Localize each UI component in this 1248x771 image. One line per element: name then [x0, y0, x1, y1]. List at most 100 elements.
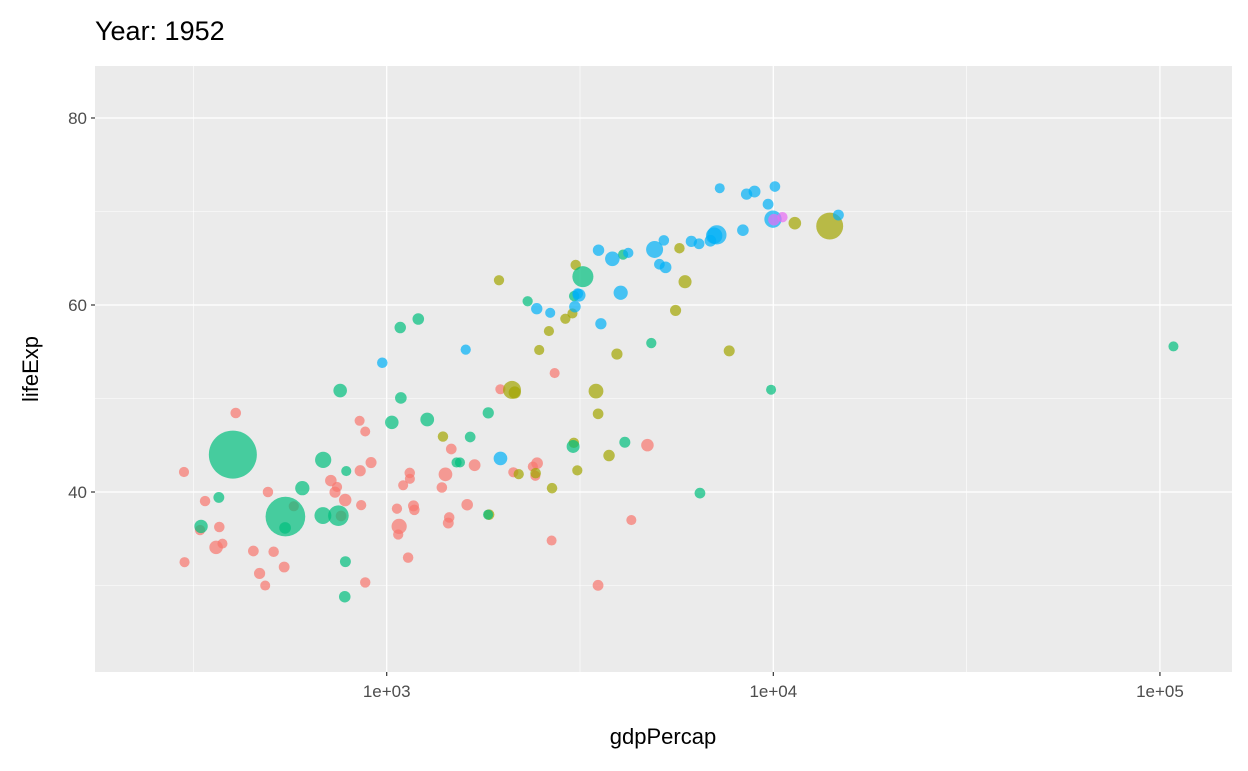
x-tick-label: 1e+03	[363, 682, 411, 701]
data-point	[508, 386, 521, 399]
data-point	[569, 300, 581, 313]
data-point	[545, 307, 556, 318]
data-point	[395, 392, 407, 404]
data-point	[338, 590, 351, 603]
data-point	[674, 243, 685, 254]
data-point	[543, 325, 555, 337]
data-point	[398, 480, 409, 491]
y-axis-title: lifeExp	[18, 336, 43, 402]
data-point	[646, 240, 664, 258]
data-point	[360, 577, 371, 588]
data-point	[483, 509, 494, 520]
data-point	[723, 345, 735, 357]
data-point	[420, 412, 435, 427]
data-point	[443, 512, 455, 523]
data-point	[493, 275, 505, 286]
data-point	[769, 181, 781, 192]
data-point	[315, 451, 332, 468]
data-point	[613, 285, 628, 300]
data-point	[360, 426, 371, 437]
x-tick-label: 1e+04	[749, 682, 797, 701]
data-point	[592, 408, 604, 420]
data-point	[262, 486, 274, 498]
data-point	[572, 465, 583, 476]
data-point	[354, 465, 366, 477]
data-point	[451, 457, 462, 468]
data-point	[333, 383, 347, 398]
data-point	[603, 449, 615, 462]
data-point	[179, 557, 190, 568]
data-point	[268, 546, 279, 558]
data-point	[437, 431, 449, 442]
data-point	[295, 481, 310, 496]
y-tick-label: 40	[68, 483, 87, 502]
data-point	[214, 521, 225, 533]
data-point	[341, 465, 352, 477]
data-point	[404, 467, 415, 479]
y-tick-label: 60	[68, 296, 87, 315]
data-point	[611, 348, 623, 360]
data-point	[409, 504, 420, 516]
data-point	[230, 407, 242, 419]
data-point	[530, 467, 541, 479]
data-point	[768, 213, 780, 226]
data-point	[623, 247, 634, 259]
data-point	[394, 321, 406, 334]
data-point	[339, 556, 351, 568]
data-point	[513, 468, 524, 480]
data-point	[740, 188, 753, 200]
data-point	[328, 505, 349, 526]
data-point	[777, 212, 788, 223]
data-point	[654, 258, 665, 270]
data-point	[314, 507, 332, 525]
data-point	[354, 415, 365, 426]
data-point	[377, 357, 388, 369]
data-point	[385, 415, 399, 430]
data-point	[208, 430, 257, 479]
data-point	[766, 384, 777, 395]
y-tick-label: 80	[68, 109, 87, 128]
data-point	[356, 499, 367, 511]
data-point	[278, 561, 290, 573]
data-point	[260, 580, 271, 591]
data-point	[592, 579, 604, 591]
data-point	[493, 451, 508, 466]
data-point	[572, 266, 594, 288]
data-point	[566, 439, 580, 453]
data-point	[714, 183, 725, 194]
data-point	[546, 482, 558, 494]
data-point	[412, 313, 425, 325]
data-point	[531, 303, 543, 315]
gridlines	[95, 66, 1232, 672]
data-point	[253, 567, 266, 580]
data-point	[482, 407, 494, 419]
axes: 1e+03 1e+04 1e+05 40 60 80	[68, 109, 1184, 701]
data-point	[460, 344, 471, 355]
data-point	[678, 275, 692, 289]
data-point	[646, 337, 657, 349]
data-points	[178, 181, 1179, 603]
data-point	[402, 552, 414, 563]
data-point	[178, 466, 190, 478]
data-point	[194, 519, 208, 534]
x-axis-title: gdpPercap	[610, 724, 716, 749]
data-point	[329, 486, 341, 498]
data-point	[670, 304, 682, 316]
data-point	[534, 344, 545, 356]
data-point	[391, 503, 403, 514]
data-point	[461, 498, 473, 511]
data-point	[436, 482, 448, 493]
data-point	[365, 457, 377, 469]
data-point	[391, 518, 407, 535]
data-point	[209, 540, 223, 555]
data-point	[707, 225, 727, 245]
data-point	[1168, 341, 1179, 352]
data-point	[279, 522, 291, 534]
data-point	[788, 216, 802, 230]
data-point	[737, 224, 749, 236]
data-point	[265, 496, 306, 537]
data-point	[605, 251, 620, 267]
data-point	[641, 438, 654, 452]
data-point	[438, 467, 453, 482]
